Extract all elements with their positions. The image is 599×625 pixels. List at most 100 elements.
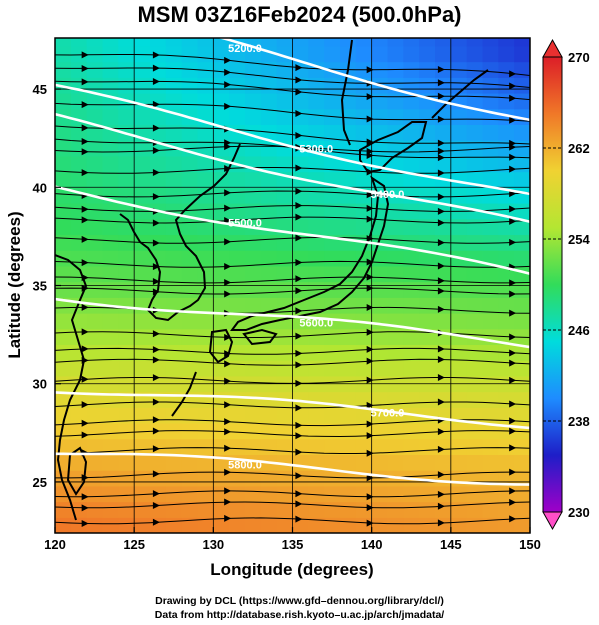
- field-cell: [134, 171, 151, 188]
- field-cell: [102, 344, 119, 361]
- field-cell: [213, 234, 230, 251]
- field-cell: [55, 38, 72, 47]
- field-cell: [197, 438, 214, 456]
- field-cell: [260, 407, 278, 424]
- field-cell: [55, 360, 72, 377]
- field-cell: [466, 485, 484, 503]
- wind-arrow: [295, 64, 303, 72]
- field-cell: [245, 517, 262, 533]
- field-cell: [165, 281, 183, 298]
- field-cell: [387, 250, 404, 267]
- field-cell: [514, 45, 530, 63]
- x-tick-label: 145: [440, 537, 462, 552]
- wind-arrow: [152, 518, 160, 526]
- field-cell: [165, 313, 183, 330]
- field-cell: [308, 108, 325, 126]
- wind-arrow: [437, 398, 445, 406]
- field-cell: [498, 45, 515, 63]
- field-cell: [229, 297, 246, 314]
- field-cell: [260, 344, 278, 361]
- field-cell: [134, 423, 151, 440]
- field-cell: [276, 234, 294, 251]
- field-cell: [482, 391, 499, 408]
- wind-arrow: [81, 375, 89, 383]
- wind-arrow: [509, 498, 517, 506]
- field-cell: [450, 328, 468, 346]
- field-cell: [86, 218, 104, 236]
- field-cell: [229, 187, 246, 204]
- field-cell: [102, 438, 119, 456]
- wind-arrow: [81, 431, 89, 439]
- field-cell: [134, 61, 151, 78]
- field-cell: [308, 234, 325, 251]
- wind-arrow: [224, 262, 232, 270]
- field-cell: [466, 501, 484, 518]
- wind-arrow: [437, 445, 445, 453]
- y-tick-label: 35: [33, 279, 47, 294]
- field-cell: [324, 265, 341, 283]
- field-cell: [292, 360, 309, 377]
- field-cell: [70, 45, 88, 63]
- field-cell: [102, 328, 119, 346]
- wind-arrow: [366, 432, 374, 440]
- field-cell: [466, 45, 484, 63]
- field-cell: [308, 485, 325, 503]
- field-cell: [514, 470, 530, 487]
- height-contour-line: [55, 83, 530, 196]
- field-cell: [292, 391, 309, 408]
- wind-arrow: [437, 345, 445, 353]
- field-cell: [387, 344, 404, 361]
- wind-arrow: [224, 68, 232, 76]
- field-cell: [482, 423, 499, 440]
- field-cell: [165, 61, 183, 78]
- field-cell: [466, 281, 484, 298]
- wind-arrow: [224, 360, 232, 368]
- field-cell: [276, 38, 294, 47]
- field-cell: [70, 155, 88, 173]
- field-cell: [197, 218, 214, 236]
- field-cell: [165, 438, 183, 456]
- field-cell: [403, 423, 420, 440]
- wind-arrow: [81, 148, 89, 156]
- field-cell: [86, 265, 104, 283]
- wind-arrow: [437, 193, 445, 201]
- field-cell: [86, 470, 104, 487]
- wind-arrow: [366, 449, 374, 457]
- field-cell: [134, 45, 151, 63]
- field-cell: [450, 470, 468, 487]
- field-cell: [181, 423, 199, 440]
- field-cell: [387, 281, 404, 298]
- field-cell: [435, 187, 452, 204]
- field-cell: [245, 250, 262, 267]
- field-cell: [276, 470, 294, 487]
- field-cell: [514, 218, 530, 236]
- field-cell: [70, 313, 88, 330]
- field-cell: [482, 171, 499, 188]
- field-cell: [514, 391, 530, 408]
- field-cell: [340, 234, 357, 251]
- field-cell: [466, 234, 484, 251]
- field-cell: [102, 501, 119, 518]
- field-cell: [450, 313, 468, 330]
- field-cell: [229, 501, 246, 518]
- field-cell: [387, 297, 404, 314]
- wind-arrow: [509, 417, 517, 425]
- wind-arrow: [81, 274, 89, 282]
- field-cell: [260, 93, 278, 110]
- field-cell: [134, 407, 151, 424]
- field-cell: [355, 517, 373, 533]
- field-cell: [498, 93, 515, 110]
- wind-arrow: [224, 189, 232, 197]
- wind-arrow: [152, 124, 160, 132]
- field-cell: [466, 38, 484, 47]
- x-tick-label: 140: [361, 537, 383, 552]
- wind-arrow: [224, 444, 232, 452]
- field-cell: [260, 438, 278, 456]
- streamline: [55, 102, 530, 122]
- field-cell: [245, 454, 262, 471]
- wind-arrow: [366, 519, 374, 527]
- field-cell: [514, 124, 530, 141]
- field-cell: [435, 407, 452, 424]
- field-cell: [213, 313, 230, 330]
- field-cell: [245, 407, 262, 424]
